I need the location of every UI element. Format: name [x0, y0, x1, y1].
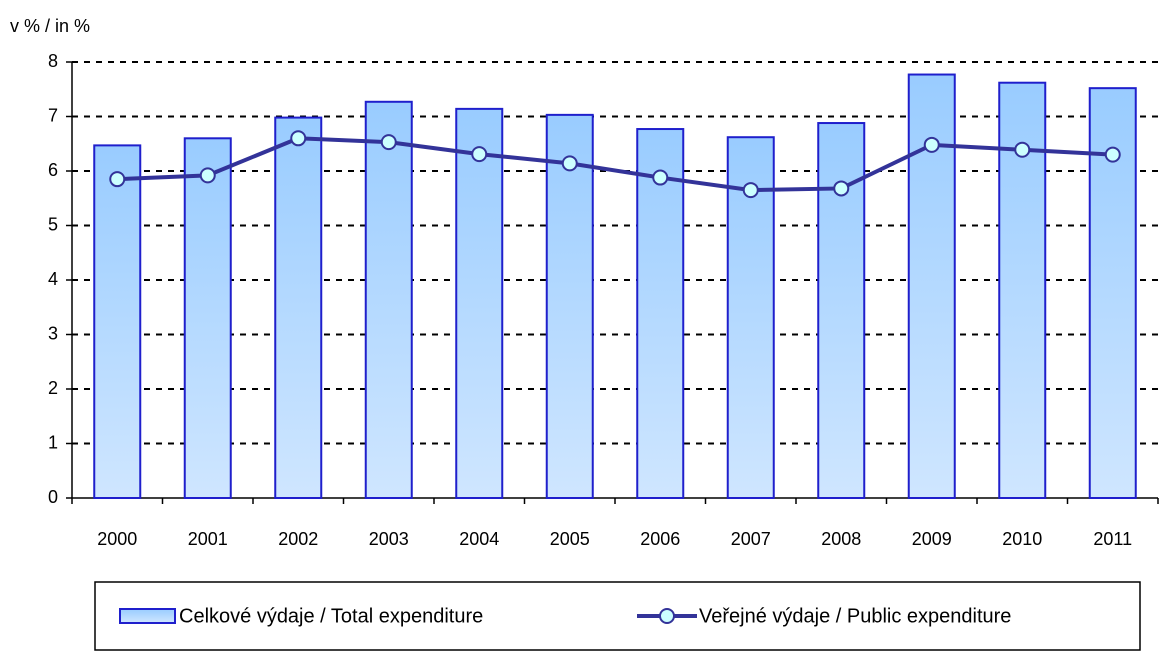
legend-label: Veřejné výdaje / Public expenditure — [699, 605, 1011, 627]
marker — [652, 169, 669, 186]
marker — [199, 167, 216, 184]
marker — [923, 136, 940, 153]
bar — [455, 107, 504, 500]
y-tick-label: 4 — [48, 269, 58, 289]
x-tick-label: 2007 — [731, 529, 771, 549]
x-tick-label: 2009 — [912, 529, 952, 549]
x-tick-label: 2011 — [1093, 529, 1132, 549]
marker — [833, 180, 850, 197]
x-tick-label: 2008 — [821, 529, 861, 549]
legend-marker — [659, 608, 675, 624]
line — [117, 136, 1113, 193]
legend-box — [94, 581, 1141, 651]
x-tick-label: 2005 — [550, 529, 590, 549]
x-tick-label: 2010 — [1002, 529, 1042, 549]
marker — [290, 130, 307, 147]
bar — [274, 116, 323, 499]
bar — [93, 144, 142, 499]
marker — [1104, 146, 1121, 163]
x-tick-label: 2000 — [97, 529, 137, 549]
y-tick-label: 3 — [48, 323, 58, 343]
x-tick-label: 2003 — [369, 529, 409, 549]
y-tick-label: 2 — [48, 378, 58, 398]
legend-swatch — [119, 608, 176, 624]
y-tick-label: 5 — [48, 214, 58, 234]
y-tick-label: 1 — [48, 432, 58, 452]
y-tick-label: 7 — [48, 105, 58, 125]
marker — [1014, 141, 1031, 158]
y-tick-label: 0 — [48, 487, 58, 507]
marker — [471, 146, 488, 163]
x-tick-label: 2001 — [188, 529, 228, 549]
marker — [380, 134, 397, 151]
bar — [636, 128, 685, 499]
x-tick-label: 2004 — [459, 529, 499, 549]
y-tick-label: 8 — [48, 51, 58, 71]
legend-label: Celkové výdaje / Total expenditure — [179, 605, 483, 627]
marker — [109, 171, 126, 188]
marker — [561, 155, 578, 172]
bar — [183, 137, 232, 500]
y-axis-label: v % / in % — [10, 16, 90, 36]
bar — [364, 100, 413, 499]
bar — [545, 113, 594, 500]
y-tick-label: 6 — [48, 160, 58, 180]
marker — [742, 182, 759, 199]
x-tick-label: 2006 — [640, 529, 680, 549]
x-tick-label: 2002 — [278, 529, 318, 549]
